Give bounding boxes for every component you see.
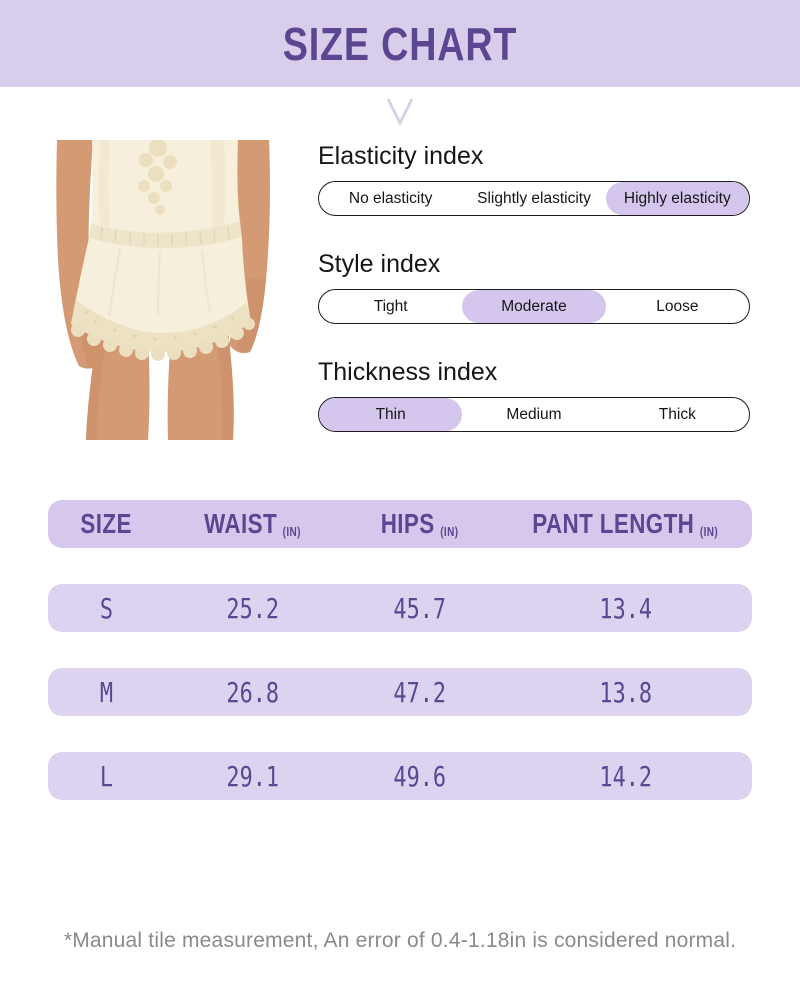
header-group-size: SIZE: [81, 508, 132, 540]
cell-m-size: M: [48, 668, 165, 716]
page-header: SIZE CHART: [0, 0, 800, 87]
value-s-hips: 45.7: [393, 591, 447, 625]
option-medium: Medium: [506, 405, 562, 423]
model-cami: [91, 139, 240, 236]
value-l-size: L: [99, 759, 114, 793]
header-label-waist: WAIST: [204, 508, 278, 539]
value-s-size: S: [99, 591, 114, 625]
table-row-s: S 25.2 45.7 13.4: [48, 584, 752, 632]
value-m-waist: 26.8: [226, 675, 280, 709]
option-moderate: Moderate: [462, 290, 606, 323]
value-l-pant-length: 14.2: [598, 759, 652, 793]
option-loose: Loose: [656, 297, 699, 315]
option-thick: Thick: [658, 405, 696, 423]
index-panels: Elasticity index No elasticity Slightly …: [318, 141, 750, 465]
elasticity-options-bar: No elasticity Slightly elasticity Highly…: [318, 181, 750, 216]
table-row-m: M 26.8 47.2 13.8: [48, 668, 752, 716]
value-m-hips: 47.2: [393, 675, 447, 709]
table-header-row: SIZE WAIST (IN) HIPS (IN) PANT LENGTH (IN): [48, 500, 752, 548]
product-photo: [40, 139, 280, 440]
cell-m-pant-length: 13.8: [499, 668, 752, 716]
style-options-bar: Tight Moderate Loose: [318, 289, 750, 324]
header-group-waist: WAIST (IN): [204, 508, 301, 540]
thickness-options-bar: Thin Medium Thick: [318, 397, 750, 432]
cell-s-hips: 45.7: [341, 584, 499, 632]
style-index-title: Style index: [318, 250, 441, 278]
option-slightly-elasticity: Slightly elasticity: [477, 189, 591, 207]
option-highly-elasticity: Highly elasticity: [605, 182, 749, 215]
header-cell-waist: WAIST (IN): [165, 500, 341, 548]
thickness-index-section: Thickness index Thin Medium Thick: [318, 357, 750, 432]
value-l-hips: 49.6: [393, 759, 447, 793]
header-cell-size: SIZE: [48, 500, 165, 548]
cell-m-waist: 26.8: [165, 668, 341, 716]
model-legs: [86, 330, 234, 440]
chevron-down-icon: [0, 96, 800, 126]
table-row-l: L 29.1 49.6 14.2: [48, 752, 752, 800]
elasticity-index-title: Elasticity index: [318, 142, 484, 170]
header-cell-hips: HIPS (IN): [341, 500, 499, 548]
value-m-size: M: [99, 675, 114, 709]
value-m-pant-length: 13.8: [598, 675, 652, 709]
cell-s-pant-length: 13.4: [499, 584, 752, 632]
header-cell-pant-length: PANT LENGTH (IN): [499, 500, 752, 548]
style-index-section: Style index Tight Moderate Loose: [318, 249, 750, 324]
header-unit-pant-length: (IN): [699, 525, 719, 539]
thickness-index-title: Thickness index: [318, 358, 498, 386]
page-title-wrap: SIZE CHART: [257, 17, 543, 71]
page-title: SIZE CHART: [282, 17, 518, 70]
cell-l-waist: 29.1: [165, 752, 341, 800]
header-unit-waist: (IN): [282, 525, 302, 539]
shorts-lace-hem: [71, 300, 255, 361]
value-l-waist: 29.1: [226, 759, 280, 793]
option-thin: Thin: [319, 398, 463, 431]
header-label-pant-length: PANT LENGTH: [532, 508, 695, 539]
header-label-size: SIZE: [80, 508, 133, 539]
model-shorts: [71, 237, 255, 361]
cell-s-waist: 25.2: [165, 584, 341, 632]
header-label-hips: HIPS: [380, 508, 435, 539]
shorts-waistband: [89, 221, 242, 249]
measurement-footnote: *Manual tile measurement, An error of 0.…: [63, 929, 737, 952]
value-s-pant-length: 13.4: [598, 591, 652, 625]
cell-s-size: S: [48, 584, 165, 632]
cell-l-size: L: [48, 752, 165, 800]
cell-l-pant-length: 14.2: [499, 752, 752, 800]
header-group-pant-length: PANT LENGTH (IN): [532, 508, 718, 540]
header-group-hips: HIPS (IN): [381, 508, 459, 540]
header-unit-hips: (IN): [440, 525, 459, 539]
cami-lace-applique: [138, 139, 177, 215]
option-no-elasticity: No elasticity: [348, 189, 433, 207]
option-tight: Tight: [373, 297, 408, 315]
cell-l-hips: 49.6: [341, 752, 499, 800]
cell-m-hips: 47.2: [341, 668, 499, 716]
value-s-waist: 25.2: [226, 591, 280, 625]
size-table: SIZE WAIST (IN) HIPS (IN) PANT LENGTH (IN) …: [48, 500, 752, 800]
elasticity-index-section: Elasticity index No elasticity Slightly …: [318, 141, 750, 216]
model-illustration: [56, 139, 270, 440]
